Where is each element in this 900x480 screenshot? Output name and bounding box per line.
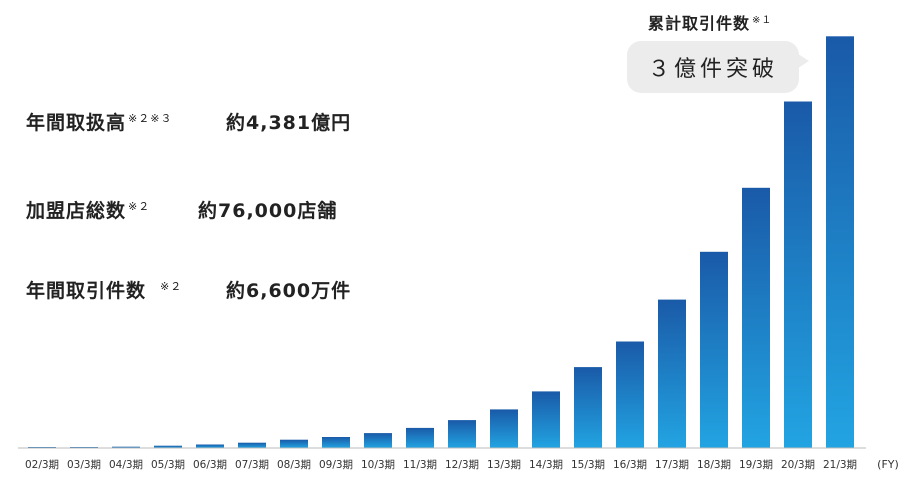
x-tick-label: 06/3期	[193, 459, 227, 471]
bar-12/3期	[448, 420, 476, 448]
callout-bubble: ３億件突破	[627, 41, 799, 93]
x-axis-unit: (FY)	[877, 458, 899, 471]
cumulative-note: ※１	[752, 14, 773, 26]
bar-14/3期	[532, 391, 560, 448]
stat-value: 約6,600万件	[226, 280, 352, 302]
bar-11/3期	[406, 427, 434, 448]
x-tick-label: 20/3期	[781, 459, 815, 471]
x-tick-label: 18/3期	[697, 459, 731, 471]
callout-tail	[795, 52, 809, 70]
x-tick-label: 17/3期	[655, 459, 689, 471]
x-tick-label: 08/3期	[277, 459, 311, 471]
x-tick-label: 03/3期	[67, 459, 101, 471]
bar-04/3期	[112, 446, 140, 448]
bar-05/3期	[154, 445, 182, 448]
bar-13/3期	[490, 409, 518, 448]
x-tick-label: 14/3期	[529, 459, 563, 471]
stat-label: 加盟店総数	[26, 200, 127, 222]
stat-note: ※２※３	[128, 111, 173, 125]
bar-18/3期	[700, 251, 728, 448]
x-tick-label: 16/3期	[613, 459, 647, 471]
bar-07/3期	[238, 442, 266, 448]
callout-text: ３億件突破	[647, 57, 778, 82]
x-tick-label: 11/3期	[403, 459, 437, 471]
x-tick-label: 12/3期	[445, 459, 479, 471]
bar-09/3期	[322, 437, 350, 448]
bar-17/3期	[658, 299, 686, 448]
bar-19/3期	[742, 187, 770, 449]
x-tick-label: 21/3期	[823, 459, 857, 471]
cumulative-transactions-label: 累計取引件数 ※１	[648, 10, 772, 34]
bar-20/3期	[784, 101, 812, 448]
stat-note: ※２	[128, 199, 151, 213]
x-tick-label: 05/3期	[151, 459, 185, 471]
bar-16/3期	[616, 341, 644, 448]
bar-06/3期	[196, 444, 224, 448]
stat-label: 年間取扱高	[26, 112, 127, 134]
stat-value: 約76,000店舗	[198, 200, 338, 222]
x-tick-label: 02/3期	[25, 459, 59, 471]
x-tick-label: 09/3期	[319, 459, 353, 471]
x-tick-label: 19/3期	[739, 459, 773, 471]
x-tick-label: 10/3期	[361, 459, 395, 471]
bar-15/3期	[574, 367, 602, 448]
stat-annual-volume: 年間取扱高 ※２※３ 約4,381億円	[26, 108, 350, 135]
bar-21/3期	[826, 36, 854, 449]
stat-note: ※２	[160, 279, 183, 293]
x-tick-label: 13/3期	[487, 459, 521, 471]
x-tick-label: 04/3期	[109, 459, 143, 471]
stat-label: 年間取引件数	[26, 280, 147, 302]
cumulative-label-text: 累計取引件数	[648, 14, 751, 33]
bar-08/3期	[280, 439, 308, 448]
bar-10/3期	[364, 433, 392, 448]
stat-merchant-count: 加盟店総数 ※２ 約76,000店舗	[26, 196, 336, 223]
x-tick-label: 07/3期	[235, 459, 269, 471]
x-tick-label: 15/3期	[571, 459, 605, 471]
stat-value: 約4,381億円	[226, 112, 352, 134]
stat-annual-transactions: 年間取引件数 ※２ 約6,600万件	[26, 276, 350, 303]
